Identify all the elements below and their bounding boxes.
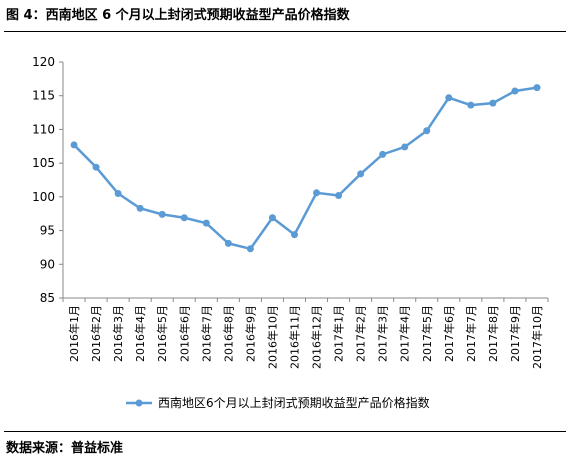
x-tick-label: 2017年7月 — [464, 305, 478, 362]
x-tick-label: 2016年6月 — [177, 305, 191, 362]
legend-swatch-marker — [135, 399, 143, 407]
x-tick-label: 2016年9月 — [243, 305, 257, 362]
data-point — [70, 141, 78, 149]
data-point — [511, 87, 519, 95]
x-tick-label: 2017年8月 — [486, 305, 500, 362]
data-point — [290, 231, 298, 239]
x-tick-label: 2016年5月 — [155, 305, 169, 362]
x-tick-label: 2017年6月 — [442, 305, 456, 362]
data-point — [202, 219, 210, 227]
y-axis: 85 90 95 100 105 110 115 120 — [32, 55, 64, 305]
data-point — [533, 84, 541, 92]
x-tick-label: 2017年3月 — [376, 305, 390, 362]
source-divider — [4, 431, 566, 432]
legend-label: 西南地区6个月以上封闭式预期收益型产品价格指数 — [158, 395, 430, 410]
x-tick-label: 2017年9月 — [508, 305, 522, 362]
x-tick-label: 2016年10月 — [265, 305, 279, 369]
y-tick-label: 105 — [32, 156, 55, 170]
y-tick-label: 90 — [40, 257, 55, 271]
data-point — [246, 245, 254, 253]
data-point — [335, 192, 343, 200]
x-tick-label: 2016年7月 — [199, 305, 213, 362]
y-tick-label: 85 — [40, 291, 55, 305]
x-tick-label: 2016年8月 — [221, 305, 235, 362]
source-note: 数据来源：普益标准 — [6, 441, 124, 456]
x-tick-label: 2016年2月 — [89, 305, 103, 362]
y-tick-label: 110 — [32, 122, 55, 136]
data-point — [445, 94, 453, 102]
data-point — [268, 214, 276, 222]
data-point — [357, 170, 365, 178]
x-tick-label: 2016年12月 — [310, 305, 324, 369]
data-point — [180, 214, 188, 222]
y-tick-label: 95 — [40, 224, 55, 238]
y-tick-label: 115 — [32, 89, 55, 103]
data-point — [114, 189, 122, 197]
data-point — [401, 143, 409, 151]
x-tick-label: 2017年1月 — [332, 305, 346, 362]
series-group — [70, 84, 541, 253]
x-tick-label: 2017年2月 — [354, 305, 368, 362]
x-tick-label: 2016年1月 — [67, 305, 81, 362]
figure-title: 图 4：西南地区 6 个月以上封闭式预期收益型产品价格指数 — [6, 8, 350, 23]
x-tick-label: 2017年5月 — [420, 305, 434, 362]
data-point — [423, 127, 431, 135]
data-point — [224, 239, 232, 247]
data-point — [379, 150, 387, 158]
x-tick-label: 2017年10月 — [530, 305, 544, 369]
x-tick-label: 2016年11月 — [287, 305, 301, 369]
data-point — [92, 163, 100, 171]
data-point — [136, 204, 144, 212]
data-point — [313, 189, 321, 197]
legend: 西南地区6个月以上封闭式预期收益型产品价格指数 — [126, 395, 430, 410]
data-point — [489, 99, 497, 107]
x-tick-label: 2017年4月 — [398, 305, 412, 362]
x-axis: 2016年1月 2016年2月 2016年3月 2016年4月 2016年5月 2016年… — [62, 297, 549, 369]
series-line — [73, 86, 538, 251]
x-tick-label: 2016年3月 — [111, 305, 125, 362]
y-tick-label: 100 — [32, 190, 55, 204]
data-point — [158, 210, 166, 218]
y-tick-label: 120 — [32, 55, 55, 69]
data-point — [467, 101, 475, 109]
title-divider — [4, 31, 566, 32]
x-tick-label: 2016年4月 — [133, 305, 147, 362]
